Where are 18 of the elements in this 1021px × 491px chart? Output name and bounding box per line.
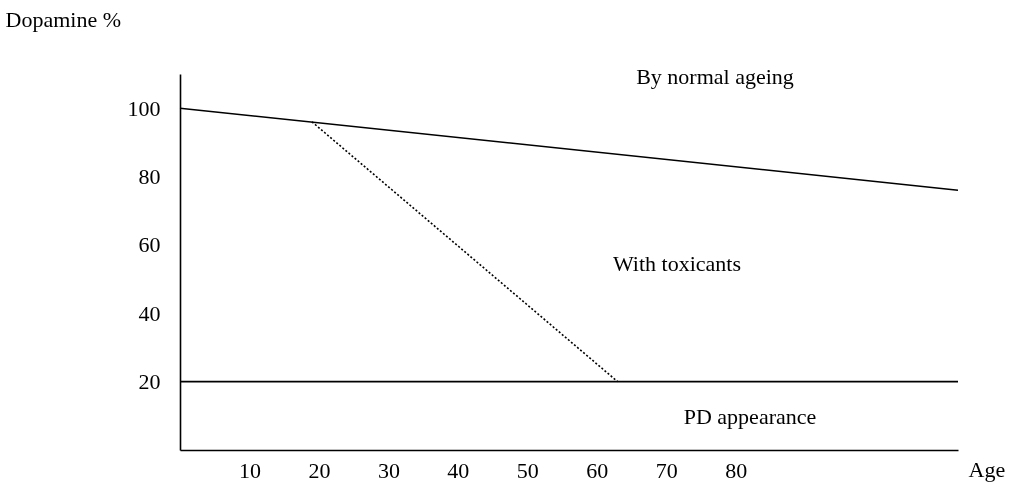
x-axis-title: Age: [968, 456, 1006, 482]
x-tick-label: 80: [725, 457, 748, 483]
y-tick-label: 60: [138, 232, 161, 258]
x-tick-label: 60: [586, 457, 609, 483]
x-tick-label: 20: [308, 457, 331, 483]
x-tick-label: 10: [238, 457, 261, 483]
annotation: With toxicants: [612, 251, 742, 276]
annotation: By normal ageing: [636, 64, 794, 89]
y-axis-title: Dopamine %: [5, 6, 121, 32]
y-tick-label: 20: [138, 369, 161, 395]
x-tick-label: 40: [447, 457, 470, 483]
y-tick-label: 40: [138, 300, 161, 326]
x-tick-label: 70: [655, 457, 678, 483]
y-tick-label: 80: [138, 164, 161, 190]
annotation: PD appearance: [683, 404, 817, 429]
x-tick-label: 50: [516, 457, 539, 483]
y-tick-label: 100: [127, 95, 161, 121]
x-tick-label: 30: [377, 457, 400, 483]
